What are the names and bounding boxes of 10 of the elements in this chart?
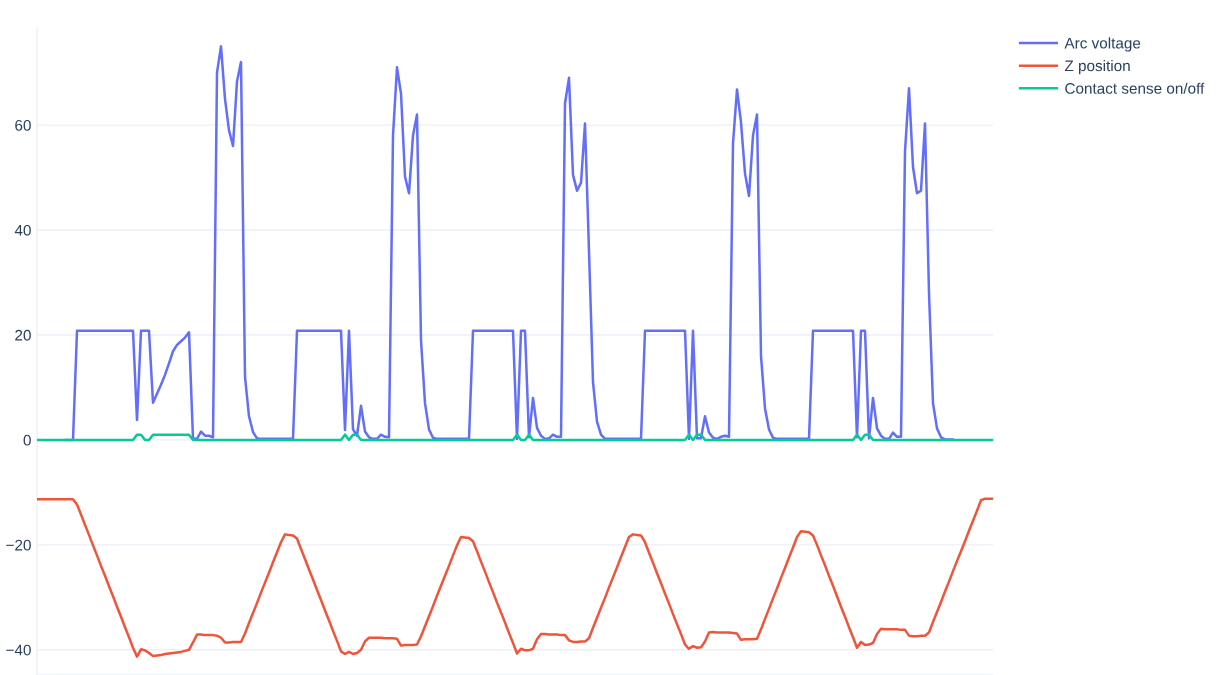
y-tick-label: 60 xyxy=(15,119,31,131)
y-tick-label: −20 xyxy=(6,539,31,551)
y-tick-label: 40 xyxy=(14,224,31,236)
y-tick-label: 0 xyxy=(23,434,31,446)
legend-label: Arc voltage xyxy=(1064,37,1141,52)
y-tick-label: −40 xyxy=(6,644,31,656)
y-tick-label: 20 xyxy=(15,329,31,341)
line-series xyxy=(37,497,993,658)
legend-label: Z position xyxy=(1064,59,1130,75)
legend-label: Contact sense on/off xyxy=(1065,82,1205,94)
